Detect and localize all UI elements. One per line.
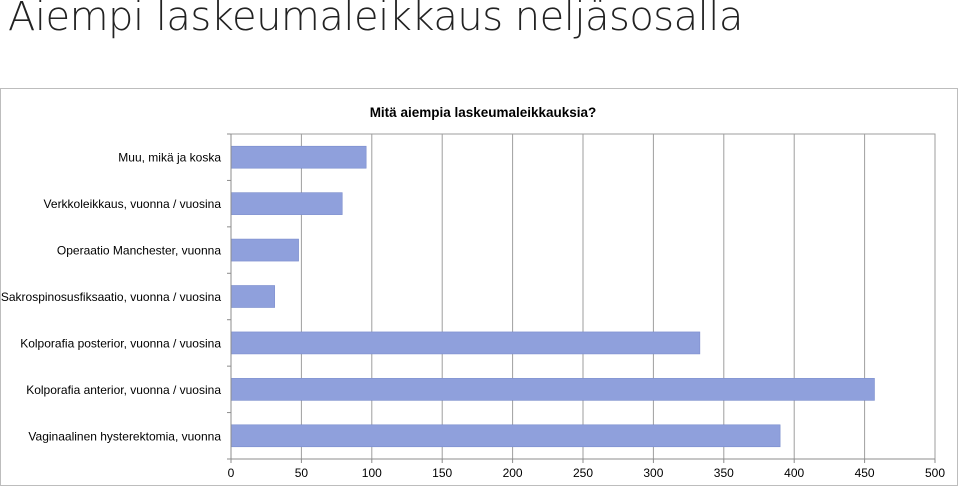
category-label: Sakrospinosusfiksaatio, vuonna / vuosina <box>1 290 221 304</box>
bar <box>230 424 781 448</box>
chart-frame <box>0 88 958 486</box>
x-tick-label: 0 <box>228 466 235 480</box>
x-tick-label: 50 <box>295 466 309 480</box>
bar <box>230 331 701 355</box>
x-tick-label: 300 <box>643 466 663 480</box>
category-label: Vaginaalinen hysterektomia, vuonna <box>28 429 221 443</box>
bar <box>230 145 367 169</box>
x-tick-label: 150 <box>432 466 452 480</box>
bar <box>230 238 299 262</box>
category-label: Operaatio Manchester, vuonna <box>57 244 221 258</box>
x-tick-label: 250 <box>573 466 593 480</box>
x-tick-label: 200 <box>503 466 523 480</box>
x-tick-label: 450 <box>855 466 875 480</box>
slide-title: Aiempi laskeumaleikkaus neljäsosalla <box>8 0 743 40</box>
category-label: Kolporafia anterior, vuonna / vuosina <box>26 383 221 397</box>
category-label: Verkkoleikkaus, vuonna / vuosina <box>44 197 222 211</box>
plot-area: 0 50 100 150 200 250 300 350 400 450 500 Muu, mikä … <box>1 133 945 480</box>
x-tick-label: 500 <box>925 466 945 480</box>
x-tick-label: 100 <box>362 466 382 480</box>
bar <box>230 285 275 308</box>
x-tick-label: 350 <box>714 466 734 480</box>
bar <box>230 192 343 215</box>
category-label: Muu, mikä ja koska <box>118 151 221 165</box>
bar <box>230 378 875 401</box>
category-label: Kolporafia posterior, vuonna / vuosina <box>20 336 221 350</box>
chart-title: Mitä aiempia laskeumaleikkauksia? <box>370 105 597 120</box>
x-tick-label: 400 <box>784 466 804 480</box>
